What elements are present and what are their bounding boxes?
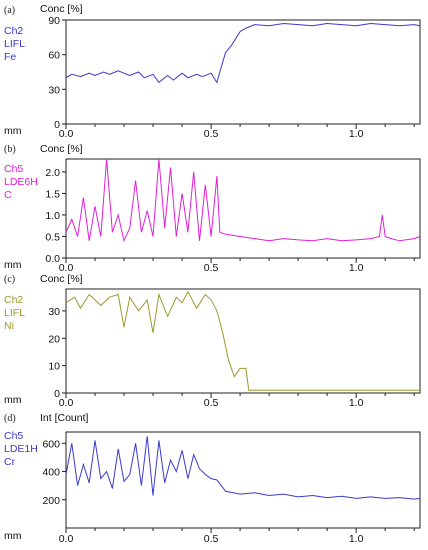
x-tick-label: 1.0 [349,262,364,274]
panel-tag: (c) [4,274,15,285]
channel-label: LDE1H [4,443,38,455]
channel-label: C [4,189,12,201]
y-tick-label: 90 [48,15,60,27]
x-tick-label: 1.0 [349,397,364,409]
x-axis-label: mm [4,394,22,406]
x-tick-label: 0.5 [204,533,219,545]
y-tick-label: 30 [48,84,60,96]
y-axis-label: Conc [%] [40,143,83,155]
plot-frame [65,288,421,394]
y-tick-label: 0 [54,388,60,400]
y-tick-label: 1.5 [45,188,60,200]
channel-label: Fe [4,51,16,63]
x-tick-label: 0.0 [59,128,74,140]
panel-tag: (b) [4,144,16,155]
panel-tag: (d) [4,413,16,424]
x-tick-label: 0.5 [204,397,219,409]
y-tick-label: 0 [54,119,60,131]
channel-label: Ch2 [4,25,23,37]
channel-label: LIFL [4,307,25,319]
y-tick-label: 400 [42,467,60,479]
channel-label: Ch5 [4,430,23,442]
y-tick-label: 20 [48,333,60,345]
x-axis-label: mm [4,125,22,137]
series-line-c [65,158,421,243]
x-tick-label: 0.5 [204,128,219,140]
y-axis-label: Conc [%] [40,3,83,15]
y-tick-label: 0.0 [45,253,60,265]
channel-label: LIFL [4,38,25,50]
channel-label: Cr [4,456,16,468]
series-line-cr [65,436,421,500]
channel-label: Ch5 [4,163,23,175]
y-axis-label: Int [Count] [40,412,89,424]
y-tick-label: 2.0 [45,167,60,179]
channel-label: Ch2 [4,294,23,306]
y-tick-label: 10 [48,361,60,373]
x-axis-label: mm [4,530,22,542]
x-tick-label: 0.0 [59,533,74,545]
y-tick-label: 60 [48,50,60,62]
plot-frame [65,19,421,125]
y-tick-label: 600 [42,438,60,450]
x-tick-label: 0.0 [59,262,74,274]
series-line-ni [65,290,420,391]
x-tick-label: 1.0 [349,128,364,140]
x-axis-label: mm [4,259,22,271]
x-tick-label: 1.0 [349,533,364,545]
y-tick-label: 30 [48,306,60,318]
y-tick-label: 200 [42,495,60,507]
x-tick-label: 0.0 [59,397,74,409]
y-axis-label: Conc [%] [40,273,83,285]
plot-frame [65,158,421,259]
x-tick-label: 0.5 [204,262,219,274]
channel-label: Ni [4,320,14,332]
series-line-fe [65,22,421,84]
y-tick-label: 1.0 [45,210,60,222]
channel-label: LDE6H [4,176,38,188]
plot-frame [65,431,421,529]
panel-tag: (a) [4,5,15,16]
y-tick-label: 0.5 [45,231,60,243]
